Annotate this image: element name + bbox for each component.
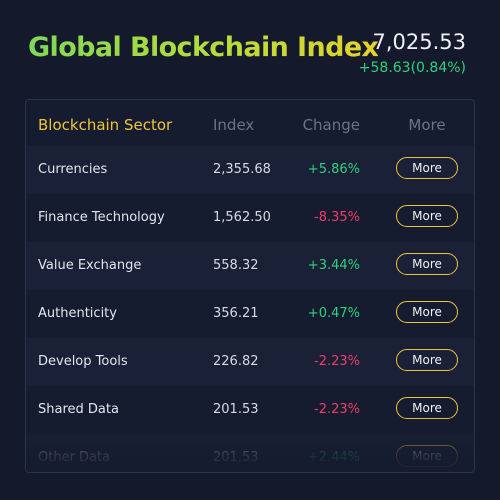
table-header: Blockchain Sector Index Change More <box>26 100 474 148</box>
sector-index-value: 201.53 <box>213 402 259 417</box>
sector-index-value: 356.21 <box>213 306 259 321</box>
sector-index-value: 558.32 <box>213 258 259 273</box>
column-header-index: Index <box>213 116 255 134</box>
page-title: Global Blockchain Index <box>28 32 379 63</box>
sector-change: +2.44% <box>307 450 360 465</box>
sector-index-value: 1,562.50 <box>213 210 271 225</box>
sector-change: +3.44% <box>307 258 360 273</box>
more-button[interactable]: More <box>396 157 458 179</box>
sector-name: Other Data <box>38 450 111 465</box>
sector-name: Develop Tools <box>38 354 128 369</box>
sector-index-value: 201.53 <box>213 450 259 465</box>
sector-table: Blockchain Sector Index Change More Curr… <box>25 99 475 473</box>
sector-name: Value Exchange <box>38 258 142 273</box>
sector-name: Shared Data <box>38 402 119 417</box>
sector-index-value: 2,355.68 <box>213 162 271 177</box>
table-row: Value Exchange 558.32 +3.44% More <box>26 242 474 290</box>
sector-index-value: 226.82 <box>213 354 259 369</box>
column-header-sector: Blockchain Sector <box>38 116 173 134</box>
column-header-change: Change <box>302 116 360 134</box>
more-button[interactable]: More <box>396 349 458 371</box>
table-row: Finance Technology 1,562.50 -8.35% More <box>26 194 474 242</box>
table-row: Currencies 2,355.68 +5.86% More <box>26 146 474 194</box>
more-button[interactable]: More <box>396 397 458 419</box>
table-row: Authenticity 356.21 +0.47% More <box>26 290 474 338</box>
table-row: Develop Tools 226.82 -2.23% More <box>26 338 474 386</box>
column-header-more: More <box>408 116 446 134</box>
sector-change: -8.35% <box>314 210 360 225</box>
sector-name: Finance Technology <box>38 210 165 225</box>
more-button[interactable]: More <box>396 205 458 227</box>
sector-change: +5.86% <box>307 162 360 177</box>
sector-change: +0.47% <box>307 306 360 321</box>
more-button[interactable]: More <box>396 301 458 323</box>
sector-change: -2.23% <box>314 402 360 417</box>
sector-change: -2.23% <box>314 354 360 369</box>
sector-name: Authenticity <box>38 306 117 321</box>
sector-name: Currencies <box>38 162 108 177</box>
more-button[interactable]: More <box>396 253 458 275</box>
more-button[interactable]: More <box>396 445 458 467</box>
table-row: Shared Data 201.53 -2.23% More <box>26 386 474 434</box>
index-value: 7,025.53 <box>372 30 466 54</box>
table-row: Other Data 201.53 +2.44% More <box>26 434 474 472</box>
index-change: +58.63(0.84%) <box>358 60 466 76</box>
